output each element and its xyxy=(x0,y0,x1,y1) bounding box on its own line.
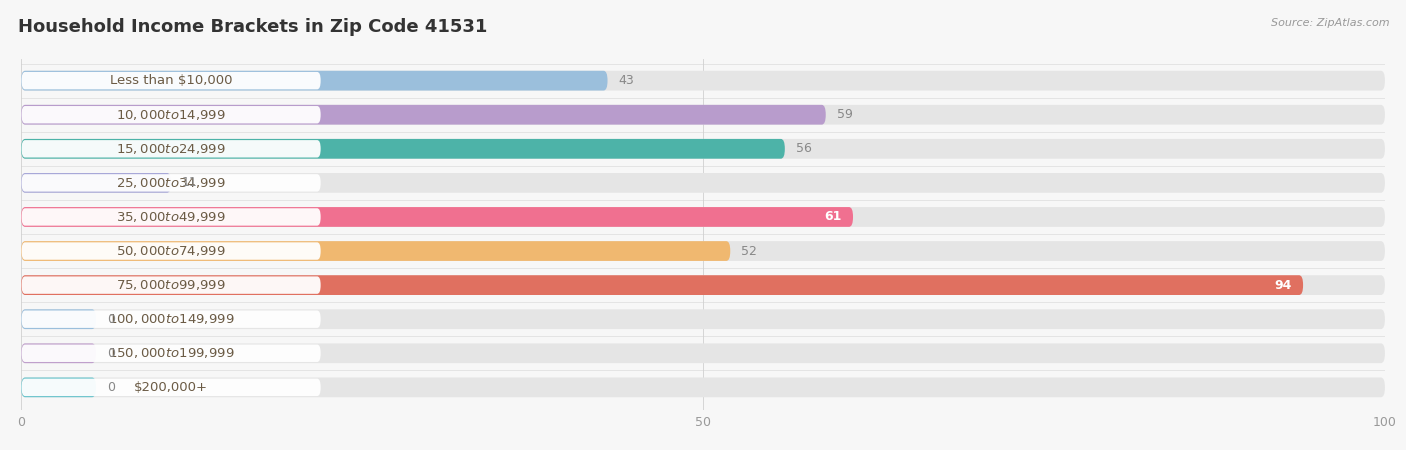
FancyBboxPatch shape xyxy=(21,105,825,125)
Text: 61: 61 xyxy=(825,211,842,224)
Text: 0: 0 xyxy=(107,381,115,394)
FancyBboxPatch shape xyxy=(21,241,730,261)
Text: 0: 0 xyxy=(107,347,115,360)
FancyBboxPatch shape xyxy=(21,275,1385,295)
FancyBboxPatch shape xyxy=(21,106,321,123)
FancyBboxPatch shape xyxy=(21,71,1385,90)
Text: 0: 0 xyxy=(107,313,115,326)
FancyBboxPatch shape xyxy=(21,309,96,329)
Text: Household Income Brackets in Zip Code 41531: Household Income Brackets in Zip Code 41… xyxy=(18,18,488,36)
FancyBboxPatch shape xyxy=(21,140,321,157)
FancyBboxPatch shape xyxy=(21,71,607,90)
Text: $25,000 to $34,999: $25,000 to $34,999 xyxy=(117,176,226,190)
Text: Less than $10,000: Less than $10,000 xyxy=(110,74,232,87)
Text: $75,000 to $99,999: $75,000 to $99,999 xyxy=(117,278,226,292)
Text: $150,000 to $199,999: $150,000 to $199,999 xyxy=(108,346,235,360)
Text: $15,000 to $24,999: $15,000 to $24,999 xyxy=(117,142,226,156)
Text: Source: ZipAtlas.com: Source: ZipAtlas.com xyxy=(1271,18,1389,28)
FancyBboxPatch shape xyxy=(21,310,321,328)
FancyBboxPatch shape xyxy=(21,378,1385,397)
FancyBboxPatch shape xyxy=(21,72,321,90)
FancyBboxPatch shape xyxy=(21,378,321,396)
FancyBboxPatch shape xyxy=(21,276,321,294)
Text: 94: 94 xyxy=(1275,279,1292,292)
FancyBboxPatch shape xyxy=(21,173,1385,193)
FancyBboxPatch shape xyxy=(21,241,1385,261)
Text: 11: 11 xyxy=(181,176,198,189)
FancyBboxPatch shape xyxy=(21,139,1385,159)
FancyBboxPatch shape xyxy=(21,207,853,227)
Text: 43: 43 xyxy=(619,74,634,87)
Text: 59: 59 xyxy=(837,108,852,121)
FancyBboxPatch shape xyxy=(21,173,172,193)
FancyBboxPatch shape xyxy=(21,208,321,225)
FancyBboxPatch shape xyxy=(21,378,96,397)
FancyBboxPatch shape xyxy=(21,275,1303,295)
Text: $100,000 to $149,999: $100,000 to $149,999 xyxy=(108,312,235,326)
Text: $200,000+: $200,000+ xyxy=(134,381,208,394)
FancyBboxPatch shape xyxy=(21,345,321,362)
FancyBboxPatch shape xyxy=(21,343,96,363)
Text: $50,000 to $74,999: $50,000 to $74,999 xyxy=(117,244,226,258)
Text: $35,000 to $49,999: $35,000 to $49,999 xyxy=(117,210,226,224)
Text: 52: 52 xyxy=(741,244,756,257)
FancyBboxPatch shape xyxy=(21,343,1385,363)
FancyBboxPatch shape xyxy=(21,207,1385,227)
FancyBboxPatch shape xyxy=(21,243,321,260)
Text: 56: 56 xyxy=(796,142,811,155)
FancyBboxPatch shape xyxy=(21,139,785,159)
Text: $10,000 to $14,999: $10,000 to $14,999 xyxy=(117,108,226,122)
FancyBboxPatch shape xyxy=(21,174,321,192)
FancyBboxPatch shape xyxy=(21,105,1385,125)
FancyBboxPatch shape xyxy=(21,309,1385,329)
